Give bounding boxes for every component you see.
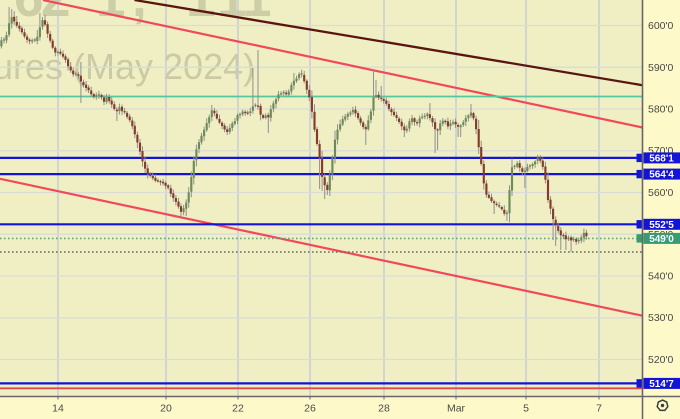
svg-text:549'0: 549'0 <box>649 234 674 245</box>
svg-text:6: 6 <box>14 0 43 28</box>
svg-text:28: 28 <box>378 403 390 415</box>
svg-text:26: 26 <box>304 403 316 415</box>
svg-text:,: , <box>132 0 147 28</box>
svg-text:14: 14 <box>52 403 64 415</box>
svg-text:7: 7 <box>596 403 602 415</box>
svg-text:568'1: 568'1 <box>649 154 674 165</box>
svg-text:560'0: 560'0 <box>648 187 674 199</box>
svg-text:514'7: 514'7 <box>649 379 674 390</box>
svg-text:Mar: Mar <box>447 403 466 415</box>
svg-text:600'0: 600'0 <box>648 20 674 32</box>
svg-text:1: 1 <box>242 0 271 28</box>
svg-text:580'0: 580'0 <box>648 104 674 116</box>
svg-text:1: 1 <box>186 0 215 28</box>
svg-text:590'0: 590'0 <box>648 62 674 74</box>
svg-text:22: 22 <box>232 403 244 415</box>
svg-text:520'0: 520'0 <box>648 354 674 366</box>
svg-text:20: 20 <box>160 403 172 415</box>
svg-text:540'0: 540'0 <box>648 271 674 283</box>
svg-text:5: 5 <box>523 403 529 415</box>
svg-text:564'4: 564'4 <box>649 170 674 181</box>
svg-text:ures (May 2024): ures (May 2024) <box>0 46 255 87</box>
svg-text:552'5: 552'5 <box>649 220 674 231</box>
svg-text:530'0: 530'0 <box>648 312 674 324</box>
